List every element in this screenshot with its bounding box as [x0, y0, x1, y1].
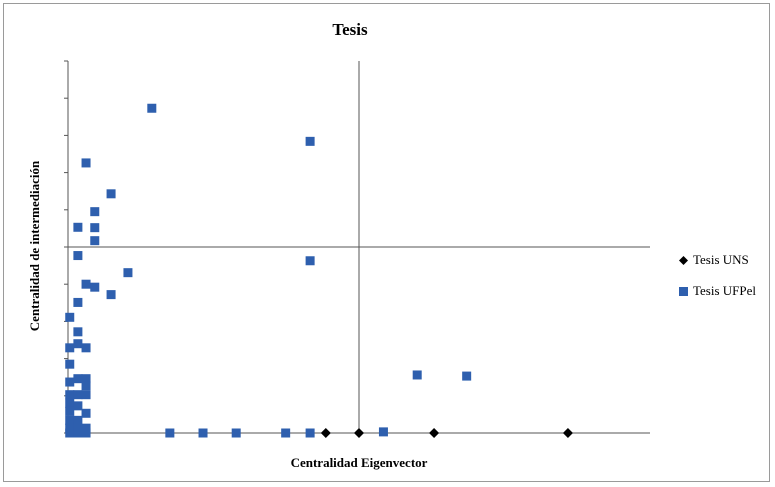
ufpel-point: [73, 390, 82, 399]
diamond-marker-icon: [678, 255, 689, 266]
ufpel-point: [65, 313, 74, 322]
ufpel-point: [82, 390, 91, 399]
ufpel-point: [73, 223, 82, 232]
uns-point: [563, 428, 573, 438]
square-marker-icon: [678, 286, 689, 297]
ufpel-point: [90, 283, 99, 292]
ufpel-point: [306, 429, 315, 438]
legend-label: Tesis UNS: [693, 252, 749, 268]
ufpel-point: [123, 268, 132, 277]
ufpel-point: [90, 207, 99, 216]
ufpel-point: [413, 370, 422, 379]
ufpel-point: [65, 399, 74, 408]
ufpel-point: [90, 236, 99, 245]
ufpel-point: [82, 280, 91, 289]
legend-item: Tesis UNS: [678, 250, 756, 270]
ufpel-point: [73, 298, 82, 307]
uns-point: [429, 428, 439, 438]
ufpel-point: [82, 429, 91, 438]
ufpel-point: [199, 429, 208, 438]
ufpel-point: [147, 104, 156, 113]
ufpel-point: [306, 137, 315, 146]
ufpel-point: [379, 427, 388, 436]
ufpel-point: [65, 343, 74, 352]
ufpel-point: [65, 416, 74, 425]
uns-point: [321, 428, 331, 438]
legend-item: Tesis UFPel: [678, 281, 756, 301]
ufpel-point: [82, 409, 91, 418]
ufpel-point: [82, 158, 91, 167]
ufpel-point: [65, 360, 74, 369]
ufpel-point: [73, 429, 82, 438]
ufpel-point: [462, 372, 471, 381]
ufpel-point: [65, 390, 74, 399]
ufpel-point: [73, 339, 82, 348]
ufpel-point: [165, 429, 174, 438]
legend: Tesis UNS Tesis UFPel: [678, 250, 756, 312]
ufpel-point: [82, 381, 91, 390]
ufpel-point: [65, 407, 74, 416]
ufpel-point: [73, 327, 82, 336]
ufpel-point: [281, 429, 290, 438]
ufpel-point: [90, 223, 99, 232]
ufpel-point: [82, 343, 91, 352]
ufpel-point: [73, 416, 82, 425]
ufpel-point: [232, 429, 241, 438]
ufpel-point: [107, 290, 116, 299]
uns-point: [354, 428, 364, 438]
ufpel-point: [73, 401, 82, 410]
ufpel-point: [306, 256, 315, 265]
ufpel-point: [65, 429, 74, 438]
ufpel-point: [73, 251, 82, 260]
ufpel-point: [65, 378, 74, 387]
ufpel-point: [107, 189, 116, 198]
legend-label: Tesis UFPel: [693, 283, 756, 299]
ufpel-point: [73, 374, 82, 383]
